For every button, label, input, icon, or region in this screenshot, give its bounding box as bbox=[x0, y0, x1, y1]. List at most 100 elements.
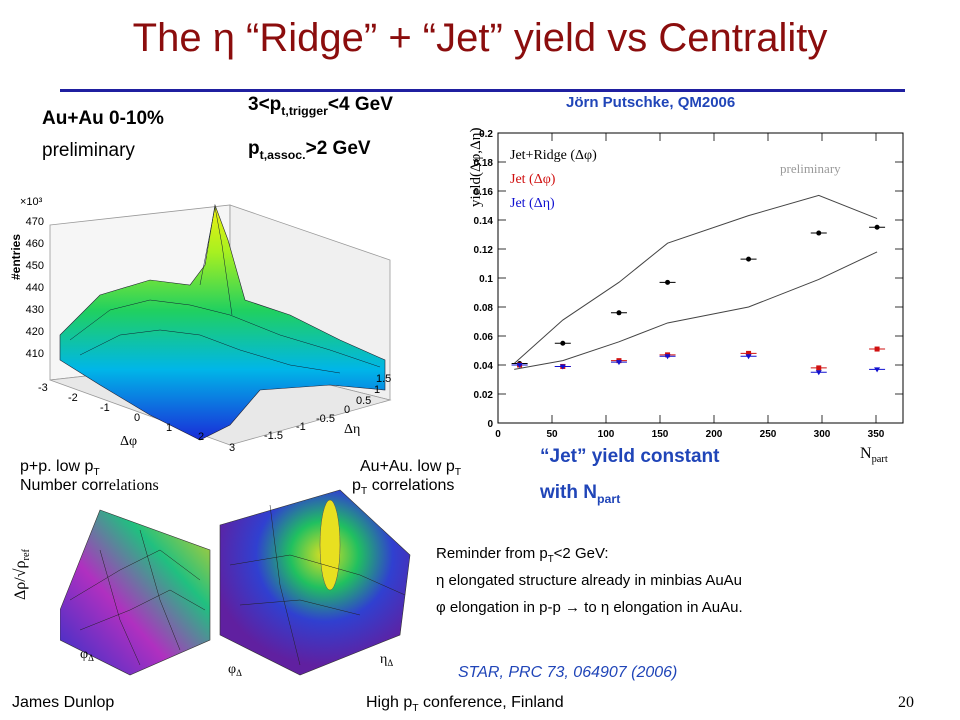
data-point bbox=[516, 363, 523, 368]
surface-mesh bbox=[59, 203, 386, 441]
y-ticks: -1.5 -1 -0.5 0 0.5 1 1.5 bbox=[264, 373, 391, 442]
y-tick-label: 0.02 bbox=[474, 390, 494, 401]
author-credit: Jörn Putschke, QM2006 bbox=[566, 94, 736, 111]
pp-mesh bbox=[69, 529, 206, 666]
legend-entry: Jet (Δφ) bbox=[510, 172, 556, 187]
z-tick: 420 bbox=[26, 326, 44, 338]
data-point bbox=[615, 360, 622, 366]
band-lower bbox=[514, 251, 878, 370]
legend-entry: Jet (Δη) bbox=[510, 196, 555, 211]
x-tick-label: 200 bbox=[706, 429, 723, 440]
band-upper bbox=[513, 194, 878, 364]
data-point bbox=[874, 346, 880, 352]
z-tick: 470 bbox=[26, 216, 44, 228]
plot-frame bbox=[497, 132, 904, 424]
small-z-label: Δρ/√ρref bbox=[12, 548, 33, 600]
y-tick: -1 bbox=[296, 421, 306, 433]
auau-label-2: pT correlations bbox=[352, 477, 455, 498]
data-point bbox=[559, 364, 566, 370]
data-point bbox=[874, 367, 881, 373]
x-axis-label: Δφ bbox=[120, 434, 137, 449]
x-ticks: -3 -2 -1 0 1 2 3 bbox=[38, 382, 235, 454]
y-tick: 0 bbox=[344, 404, 350, 416]
z-ticks: 410 420 430 440 450 460 470 bbox=[26, 216, 44, 360]
y-tick: -1.5 bbox=[264, 430, 283, 442]
y-tick-label: 0.08 bbox=[474, 303, 494, 314]
y-tick: 1 bbox=[374, 384, 380, 396]
z-multiplier: ×10³ bbox=[20, 196, 43, 208]
x-tick-label: 350 bbox=[868, 429, 885, 440]
surface-plot: #entries ×10³ 410 420 430 440 450 460 47… bbox=[9, 196, 392, 454]
footer-author: James Dunlop bbox=[12, 694, 115, 711]
reference: STAR, PRC 73, 064907 (2006) bbox=[458, 664, 678, 681]
pp-surface bbox=[60, 509, 211, 676]
x-tick-label: 300 bbox=[814, 429, 831, 440]
pp-label: p+p. low pT bbox=[20, 458, 100, 479]
data-point bbox=[616, 310, 622, 316]
jet-note-2: with Npart bbox=[540, 482, 621, 506]
data-point bbox=[815, 370, 822, 376]
y-tick-label: 0.2 bbox=[479, 129, 493, 140]
x-tick-label: 150 bbox=[652, 429, 669, 440]
reminder-1: Reminder from pT<2 GeV: bbox=[436, 545, 609, 565]
footer-conference: High pT conference, Finland bbox=[366, 694, 564, 715]
mesh-line bbox=[79, 329, 341, 374]
data-point bbox=[874, 224, 880, 230]
y-tick-label: 0.16 bbox=[474, 187, 494, 198]
pp-label-2: Number correlations bbox=[20, 477, 159, 494]
y-tick-label: 0 bbox=[487, 419, 493, 430]
z-tick: 410 bbox=[26, 348, 44, 360]
data-point bbox=[745, 354, 752, 360]
data-point bbox=[560, 340, 566, 346]
x-tick: -2 bbox=[68, 392, 78, 404]
y-tick-label: 0.1 bbox=[479, 274, 493, 285]
z-tick: 430 bbox=[26, 304, 44, 316]
npart-label: Npart bbox=[860, 445, 888, 466]
x-tick: 1 bbox=[166, 422, 172, 434]
mesh-line bbox=[69, 299, 381, 368]
auau-x-label: φΔ bbox=[228, 662, 242, 678]
data-point bbox=[664, 354, 671, 360]
x-tick: -1 bbox=[100, 402, 110, 414]
pp-surface-plot: φΔ bbox=[60, 509, 211, 676]
auau-surface-plot: φΔ ηΔ bbox=[219, 489, 411, 678]
assoc-cut: pt,assoc.>2 GeV bbox=[248, 138, 371, 162]
y-tick-label: 0.04 bbox=[474, 361, 494, 372]
legend-entry: Jet+Ridge (Δφ) bbox=[510, 148, 597, 163]
x-tick: 0 bbox=[134, 412, 140, 424]
data-point bbox=[665, 279, 671, 285]
z-axis-label: #entries bbox=[9, 234, 23, 280]
chart-annotation: preliminary bbox=[780, 161, 841, 176]
y-tick-label: 0.06 bbox=[474, 332, 494, 343]
auau-surface bbox=[219, 489, 411, 676]
data-point bbox=[816, 230, 822, 236]
slide-title: The η “Ridge” + “Jet” yield vs Centralit… bbox=[132, 16, 828, 60]
auau-peak bbox=[319, 499, 341, 591]
y-tick: -0.5 bbox=[316, 413, 335, 425]
pp-x-label: φΔ bbox=[80, 647, 94, 663]
auau-mesh bbox=[229, 504, 406, 666]
data-point bbox=[746, 350, 752, 356]
preliminary-label: preliminary bbox=[42, 140, 135, 161]
x-tick: -3 bbox=[38, 382, 48, 394]
z-tick: 460 bbox=[26, 238, 44, 250]
data-point bbox=[746, 256, 752, 262]
chart-y-label: yield(Δφ,Δη) bbox=[468, 127, 484, 207]
x-tick: 3 bbox=[229, 442, 235, 454]
y-tick: 0.5 bbox=[356, 395, 371, 407]
auau-y-label: ηΔ bbox=[380, 652, 393, 668]
reminder-3: φ elongation in p-p → to η elongation in… bbox=[436, 599, 743, 616]
y-tick-label: 0.14 bbox=[474, 216, 494, 227]
page-number: 20 bbox=[898, 694, 914, 711]
jet-note-1: “Jet” yield constant bbox=[540, 446, 720, 467]
x-tick-label: 0 bbox=[495, 429, 501, 440]
system-label: Au+Au 0-10% bbox=[42, 108, 164, 129]
auau-label: Au+Au. low pT bbox=[360, 458, 462, 479]
title-underline bbox=[60, 89, 905, 92]
x-tick-label: 100 bbox=[598, 429, 615, 440]
x-tick: 2 bbox=[198, 431, 204, 443]
x-tick-label: 250 bbox=[760, 429, 777, 440]
z-tick: 450 bbox=[26, 260, 44, 272]
x-tick-label: 50 bbox=[546, 429, 558, 440]
data-point bbox=[816, 365, 822, 371]
